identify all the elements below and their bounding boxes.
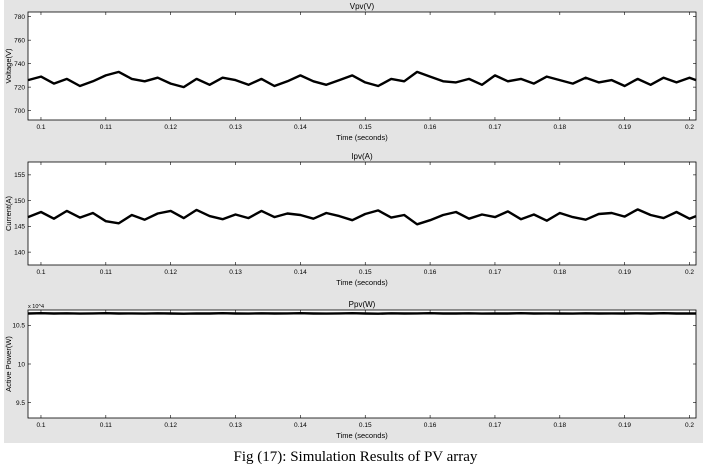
x-tick-label: 0.18 (553, 269, 566, 276)
x-tick-label: 0.13 (229, 269, 242, 276)
x-tick-label: 0.12 (164, 269, 177, 276)
series-line (27, 312, 697, 315)
x-tick-label: 0.16 (424, 124, 437, 131)
x-tick-label: 0.15 (359, 124, 372, 131)
y-tick-label: 760 (14, 37, 25, 44)
x-tick-label: 0.13 (229, 124, 242, 131)
x-tick-label: 0.18 (553, 124, 566, 131)
x-tick-label: 0.16 (424, 422, 437, 429)
y-tick-label: 740 (14, 61, 25, 68)
y-tick-label: 10 (18, 361, 26, 368)
x-tick-label: 0.12 (164, 124, 177, 131)
plot-area (27, 161, 697, 266)
x-tick-label: 0.14 (294, 269, 307, 276)
x-tick-label: 0.1 (36, 269, 45, 276)
chart-title: Ppv(W) (349, 300, 376, 309)
x-tick-label: 0.12 (164, 422, 177, 429)
x-tick-label: 0.14 (294, 422, 307, 429)
y-tick-label: 140 (14, 249, 25, 256)
chart-title: Vpv(V) (350, 2, 375, 11)
x-tick-label: 0.2 (685, 124, 694, 131)
x-axis-label: Time (seconds) (336, 278, 388, 287)
y-axis-label: Voltage(V) (4, 48, 13, 84)
x-tick-label: 0.14 (294, 124, 307, 131)
x-tick-label: 0.19 (618, 269, 631, 276)
series-line (27, 208, 697, 226)
x-tick-label: 0.11 (100, 422, 113, 429)
plot-area (27, 11, 697, 121)
x-tick-label: 0.16 (424, 269, 437, 276)
y-axis-exponent: x 10^4 (28, 304, 44, 310)
x-tick-label: 0.19 (618, 124, 631, 131)
chart-title: Ipv(A) (351, 152, 373, 161)
y-tick-label: 155 (14, 172, 25, 179)
plot-area (27, 309, 697, 419)
x-tick-label: 0.13 (229, 422, 242, 429)
x-tick-label: 0.17 (489, 422, 502, 429)
y-tick-label: 150 (14, 198, 25, 205)
y-tick-label: 780 (14, 14, 25, 21)
x-tick-label: 0.11 (100, 124, 113, 131)
y-axis-label: Active Power(W) (4, 336, 13, 392)
x-tick-label: 0.17 (489, 124, 502, 131)
x-tick-label: 0.1 (36, 422, 45, 429)
y-tick-label: 10.5 (12, 323, 25, 330)
y-tick-label: 720 (14, 84, 25, 91)
x-tick-label: 0.17 (489, 269, 502, 276)
y-axis-label: Current(A) (4, 195, 13, 231)
x-tick-label: 0.19 (618, 422, 631, 429)
x-tick-label: 0.2 (685, 422, 694, 429)
figure-caption: Fig (17): Simulation Results of PV array (233, 449, 478, 465)
x-tick-label: 0.11 (100, 269, 113, 276)
x-axis-label: Time (seconds) (336, 431, 388, 440)
x-axis-label: Time (seconds) (336, 133, 388, 142)
y-tick-label: 700 (14, 108, 25, 115)
y-tick-label: 145 (14, 224, 25, 231)
x-tick-label: 0.15 (359, 269, 372, 276)
y-tick-label: 9.5 (16, 400, 25, 407)
x-tick-label: 0.1 (36, 124, 45, 131)
x-tick-label: 0.18 (553, 422, 566, 429)
x-tick-label: 0.2 (685, 269, 694, 276)
x-tick-label: 0.15 (359, 422, 372, 429)
series-line (27, 70, 697, 89)
